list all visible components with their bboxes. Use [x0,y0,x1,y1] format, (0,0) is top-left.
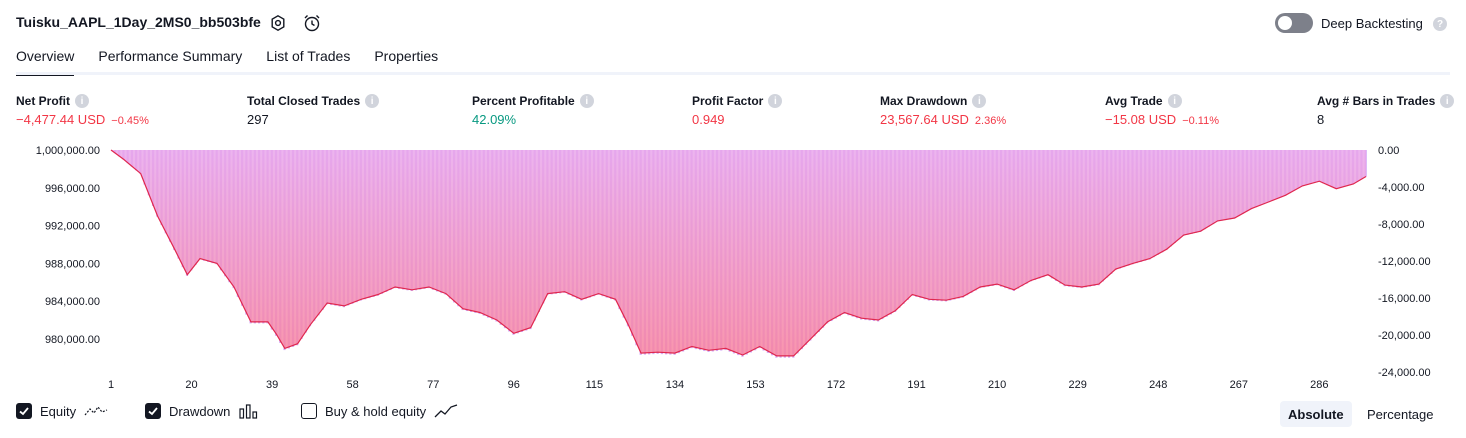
x-tick-label: 229 [1069,379,1087,391]
metric-value: 0.949 [692,112,725,127]
metric-label: Percent Profitable [472,94,575,108]
metric-value: −15.08 USD [1105,112,1177,127]
x-tick-label: 172 [827,379,845,391]
metric-label: Max Drawdown [880,94,968,108]
metric-label: Avg # Bars in Trades [1317,94,1436,108]
legend-equity-label: Equity [40,403,77,419]
x-tick-label: 248 [1149,379,1167,391]
tab-properties[interactable]: Properties [374,48,439,64]
y-right-tick-label: -4,000.00 [1378,182,1424,194]
metric-avg-trade: Avg Trade i −15.08 USD −0.11% [1105,94,1219,127]
x-tick-label: 20 [185,379,197,391]
info-icon[interactable]: i [579,94,594,108]
x-tick-label: 286 [1310,379,1328,391]
x-tick-label: 153 [746,379,764,391]
percentage-button[interactable]: Percentage [1367,406,1434,422]
info-icon[interactable]: i [75,94,89,108]
buy-hold-checkbox[interactable] [301,403,317,419]
x-tick-label: 39 [266,379,278,391]
y-right-tick-label: -16,000.00 [1378,293,1431,305]
tab-divider [16,72,1450,75]
legend-buy-hold[interactable]: Buy & hold equity [301,403,458,419]
metric-value: 297 [247,112,269,127]
alarm-clock-icon[interactable] [302,13,322,33]
x-tick-label: 58 [347,379,359,391]
y-left-tick-label: 988,000.00 [45,258,100,270]
metric-max-drawdown: Max Drawdown i 23,567.64 USD 2.36% [880,94,1006,127]
y-right-tick-label: -24,000.00 [1378,367,1431,379]
settings-gear-icon[interactable] [268,13,288,33]
info-icon[interactable]: i [1440,94,1455,108]
metric-label: Profit Factor [692,94,764,108]
tab-bar: Overview Performance Summary List of Tra… [16,48,438,76]
x-tick-label: 267 [1230,379,1248,391]
equity-drawdown-chart[interactable]: 1,000,000.00 996,000.00 992,000.00 988,000.… [0,0,1466,400]
deep-backtesting-toggle[interactable] [1275,13,1313,33]
x-tick-label: 191 [907,379,925,391]
x-tick-label: 210 [988,379,1006,391]
equity-line-icon [84,405,108,416]
help-icon[interactable]: ? [1433,17,1447,31]
x-axis: 1 20 39 58 77 96 115 134 153 172 191 210 229 248 267 28… [108,379,1329,391]
legend-buy-hold-label: Buy & hold equity [325,403,427,419]
legend-equity[interactable]: Equity [16,403,108,419]
metric-percent-profitable: Percent Profitable i 42.09% [472,94,594,127]
metric-value: −4,477.44 USD [16,112,106,127]
tab-performance-summary[interactable]: Performance Summary [98,48,243,64]
metric-value: 8 [1317,112,1325,127]
metric-total-closed-trades: Total Closed Trades i 297 [247,94,380,127]
strategy-name: Tuisku_AAPL_1Day_2MS0_bb503bfe [16,14,261,30]
absolute-button[interactable]: Absolute [1280,401,1352,427]
metric-label: Net Profit [16,94,70,108]
y-left-tick-label: 992,000.00 [45,221,100,233]
info-icon[interactable]: i [365,94,380,108]
legend-drawdown-label: Drawdown [169,403,231,419]
equity-area [111,150,1366,356]
metric-value: 42.09% [472,112,517,127]
trend-line-icon [434,404,458,418]
y-left-tick-label: 1,000,000.00 [36,145,100,157]
metric-label: Avg Trade [1105,94,1163,108]
info-icon[interactable]: i [1167,94,1182,108]
metric-percent: 2.36% [974,115,1007,127]
y-right-tick-label: -8,000.00 [1378,219,1424,231]
metric-percent: −0.11% [1182,115,1219,127]
y-right-tick-label: 0.00 [1378,145,1399,157]
x-tick-label: 115 [586,379,604,391]
metric-value: 23,567.64 USD [880,112,969,127]
y-right-tick-label: -12,000.00 [1378,256,1431,268]
y-axis-left: 1,000,000.00 996,000.00 992,000.00 988,000.… [36,145,100,346]
deep-backtesting-label: Deep Backtesting [1321,16,1423,31]
y-left-tick-label: 980,000.00 [45,334,100,346]
equity-line [110,149,1367,357]
y-left-tick-label: 996,000.00 [45,183,100,195]
x-tick-label: 77 [427,379,439,391]
drawdown-checkbox[interactable] [145,403,161,419]
x-tick-label: 96 [508,379,520,391]
tab-list-of-trades[interactable]: List of Trades [266,48,351,64]
metric-avg-bars-in-trades: Avg # Bars in Trades i 8 [1317,94,1455,127]
y-axis-right: 0.00 -4,000.00 -8,000.00 -12,000.00 -16,000.… [1378,145,1431,379]
y-left-tick-label: 984,000.00 [45,296,100,308]
metric-net-profit: Net Profit i −4,477.44 USD −0.45% [16,94,149,127]
y-right-tick-label: -20,000.00 [1378,330,1431,342]
metric-percent: −0.45% [111,115,149,127]
x-tick-label: 134 [666,379,684,391]
legend-drawdown[interactable]: Drawdown [145,403,260,419]
info-icon[interactable]: i [972,94,987,108]
metric-label: Total Closed Trades [247,94,361,108]
info-icon[interactable]: i [768,94,783,108]
equity-checkbox[interactable] [16,403,32,419]
bar-chart-icon [239,404,258,419]
x-tick-label: 1 [108,379,114,391]
metric-profit-factor: Profit Factor i 0.949 [692,94,783,127]
